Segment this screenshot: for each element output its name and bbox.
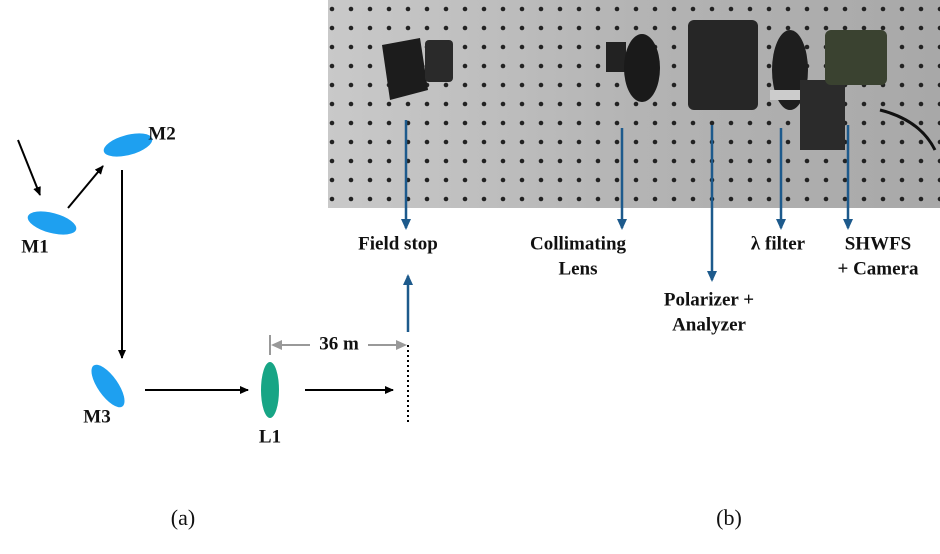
mirror: [101, 129, 154, 161]
component-label: + Camera: [838, 258, 919, 279]
mirror-label: M3: [83, 406, 110, 427]
mirror-label: M2: [148, 123, 175, 144]
mirror: [25, 207, 78, 239]
beam-arrow: [68, 166, 103, 208]
component-label: SHWFS: [845, 233, 912, 254]
component-label: Analyzer: [672, 314, 746, 335]
component-label: Polarizer +: [664, 289, 754, 310]
beam-arrow: [18, 140, 40, 195]
caption: (a): [171, 505, 195, 530]
component-label: Lens: [558, 258, 597, 279]
component-label: Collimating: [530, 233, 627, 254]
figure: M1 M2 M3 L1 36 m (a) Field stop Collimat…: [0, 0, 940, 554]
mirror: [85, 360, 130, 412]
component-label: λ filter: [751, 233, 806, 254]
mirror-label: M1: [21, 236, 48, 257]
caption: (b): [716, 505, 742, 530]
dimension-label: 36 m: [319, 333, 359, 354]
lens: [261, 362, 279, 418]
component-label: Field stop: [358, 233, 438, 254]
lens-label: L1: [259, 426, 281, 447]
